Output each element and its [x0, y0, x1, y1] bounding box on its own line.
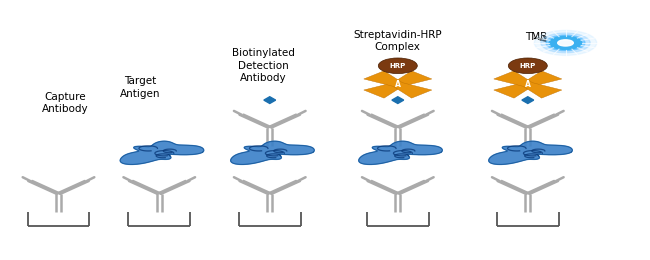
Circle shape	[534, 30, 597, 55]
Polygon shape	[489, 141, 572, 164]
Circle shape	[508, 58, 547, 74]
Polygon shape	[231, 141, 314, 164]
Circle shape	[378, 58, 417, 74]
Text: A: A	[395, 80, 401, 89]
Circle shape	[558, 40, 573, 46]
Text: HRP: HRP	[390, 63, 406, 69]
Polygon shape	[359, 141, 442, 164]
Text: Capture
Antibody: Capture Antibody	[42, 92, 89, 114]
Text: A: A	[525, 80, 531, 89]
Polygon shape	[264, 97, 276, 103]
Circle shape	[546, 35, 585, 51]
Circle shape	[541, 33, 590, 53]
Polygon shape	[392, 97, 404, 103]
Text: TMB: TMB	[525, 32, 547, 42]
Polygon shape	[120, 141, 203, 164]
Text: HRP: HRP	[520, 63, 536, 69]
Polygon shape	[522, 97, 534, 103]
Text: Streptavidin-HRP
Complex: Streptavidin-HRP Complex	[354, 30, 442, 52]
Polygon shape	[364, 71, 432, 98]
Circle shape	[549, 36, 582, 49]
Polygon shape	[494, 71, 562, 98]
Polygon shape	[364, 71, 432, 98]
Polygon shape	[494, 71, 562, 98]
Text: Target
Antigen: Target Antigen	[120, 76, 160, 99]
Text: Biotinylated
Detection
Antibody: Biotinylated Detection Antibody	[232, 48, 294, 83]
